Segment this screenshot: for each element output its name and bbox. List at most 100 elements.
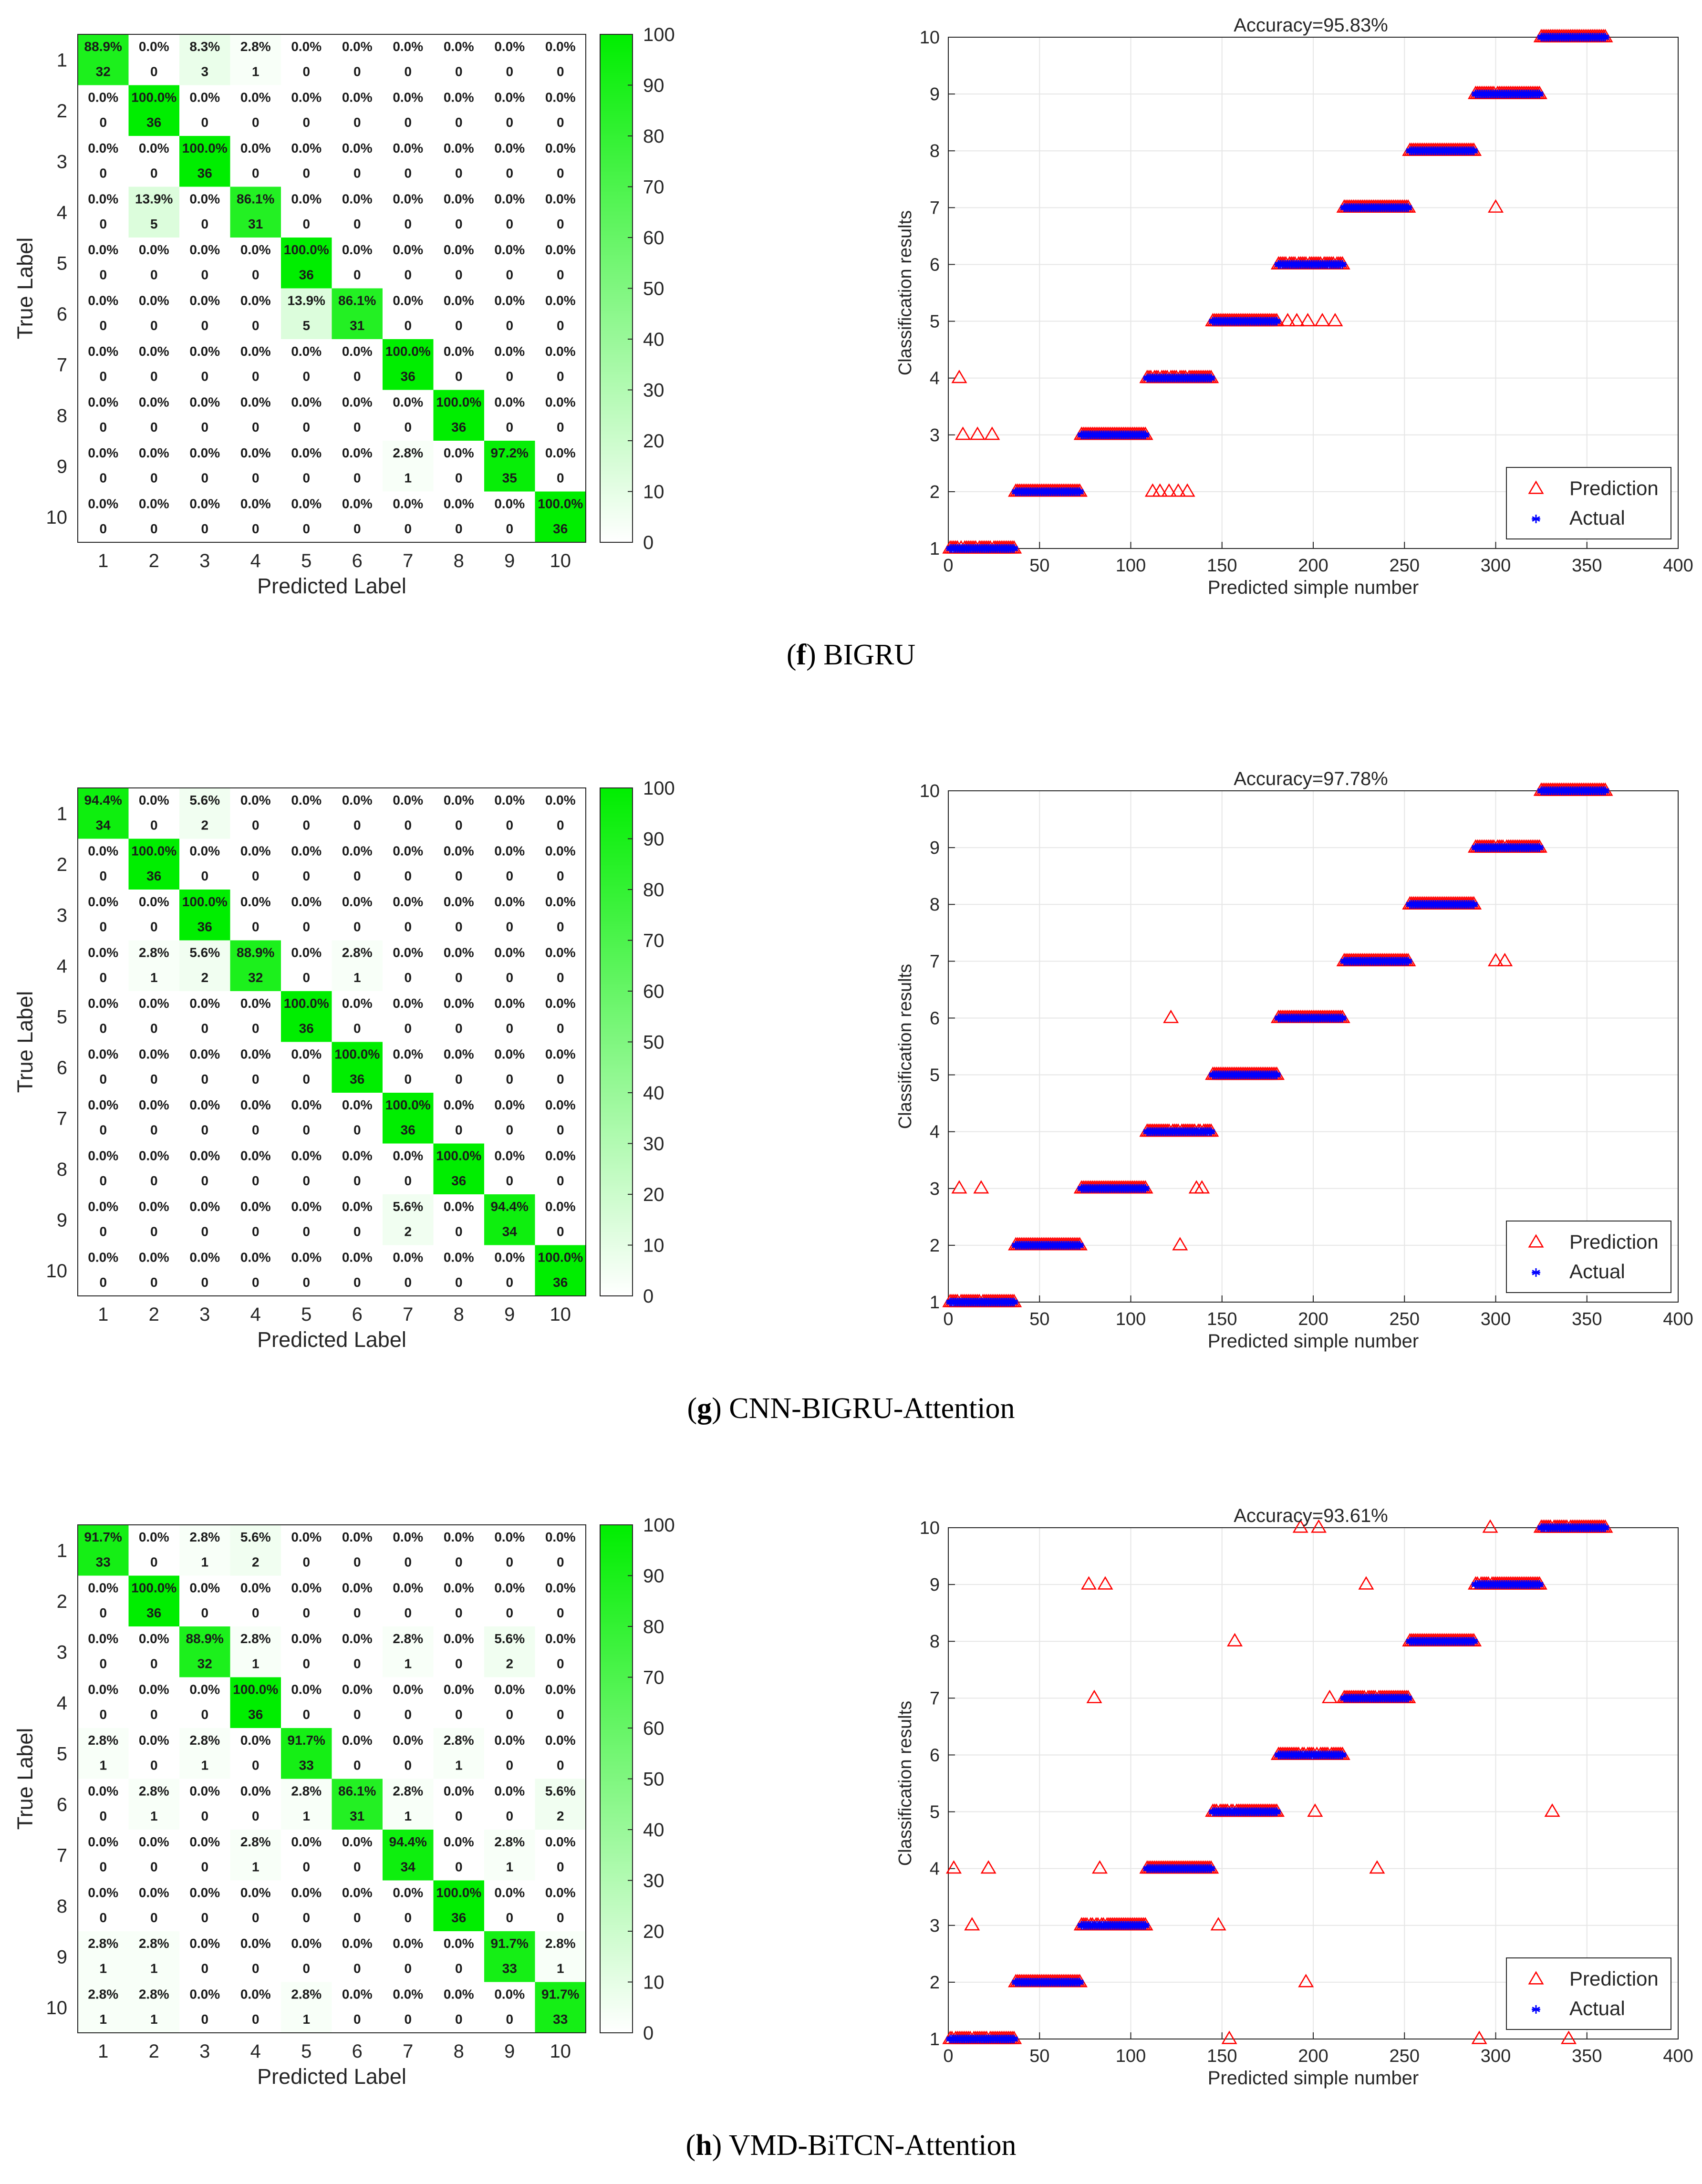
legend-prediction-label: Prediction (1569, 1231, 1659, 1253)
cm-cell-count: 1 (99, 1961, 107, 1976)
cm-cell-count: 36 (248, 1707, 263, 1722)
cm-cell-percent: 0.0% (240, 996, 271, 1011)
colorbar-tick-label: 60 (643, 1718, 664, 1739)
cm-cell-percent: 0.0% (545, 945, 576, 960)
cm-cell-percent: 0.0% (393, 1581, 423, 1595)
cm-cell-count: 0 (557, 1910, 564, 1925)
prediction-marker (955, 426, 971, 440)
cm-cell (179, 34, 230, 85)
cm-cell (433, 238, 484, 289)
cm-cell-percent: 0.0% (494, 395, 525, 410)
cm-cell-count: 0 (252, 369, 259, 383)
cm-cell-count: 0 (252, 470, 259, 485)
cm-cell-count: 1 (150, 2012, 158, 2027)
cm-cell-percent: 0.0% (189, 1682, 220, 1697)
cm-cell (484, 390, 535, 441)
cm-cell-count: 0 (353, 64, 361, 79)
colorbar-tick-label: 70 (643, 931, 664, 952)
cm-cell-percent: 0.0% (545, 1733, 576, 1748)
cm-cell-count: 0 (252, 1758, 259, 1772)
cm-cell-count: 0 (201, 2012, 208, 2027)
colorbar-tick-label: 40 (643, 1083, 664, 1104)
cm-cell-count: 0 (201, 1224, 208, 1239)
panel-caption: (h) VMD-BiTCN-Attention (686, 2129, 1017, 2162)
confusion-matrix-g: 94.4%340.0%05.6%20.0%00.0%00.0%00.0%00.0… (13, 778, 675, 1352)
cm-cell-percent: 5.6% (393, 1199, 423, 1214)
cm-cell-count: 3 (201, 64, 208, 79)
cm-cell-percent: 2.8% (393, 1631, 423, 1646)
cm-cell-count: 0 (150, 521, 158, 536)
cm-cell (433, 85, 484, 136)
cm-cell-count: 0 (252, 1122, 259, 1137)
x-tick-label: 350 (1572, 1309, 1602, 1329)
cm-cell-count: 0 (302, 1961, 310, 1976)
cm-cell-count: 0 (353, 521, 361, 536)
cm-cell (383, 390, 434, 441)
cm-cell-percent: 0.0% (88, 996, 118, 1011)
cm-cell (332, 339, 383, 390)
prediction-marker (1152, 483, 1168, 497)
cm-cell (230, 339, 281, 390)
cm-cell-count: 33 (553, 2012, 568, 2027)
cm-cell-percent: 0.0% (88, 1097, 118, 1112)
cm-cell-count: 0 (150, 420, 158, 435)
cm-cell (281, 186, 332, 238)
cm-y-axis-label: True Label (13, 991, 37, 1093)
cm-cell-count: 0 (99, 1021, 107, 1035)
caption-paren: ( (687, 1392, 697, 1425)
cm-cell (128, 288, 179, 339)
cm-cell-percent: 0.0% (444, 39, 474, 54)
cm-cell (484, 136, 535, 187)
cm-cell-percent: 2.8% (88, 1733, 118, 1748)
cm-cell (535, 441, 586, 492)
cm-cell-percent: 0.0% (494, 192, 525, 207)
cm-cell-percent: 0.0% (342, 1530, 373, 1544)
cm-cell (535, 136, 586, 187)
cm-cell-count: 0 (252, 166, 259, 180)
prediction-marker (984, 426, 1000, 440)
prediction-marker (1179, 483, 1195, 497)
cm-cell-count: 36 (146, 869, 161, 883)
cm-cell (281, 390, 332, 441)
cm-cell (78, 186, 129, 238)
cm-cell-count: 0 (455, 1961, 463, 1976)
cm-cell-count: 0 (201, 369, 208, 383)
y-tick-label: 6 (930, 1008, 940, 1028)
caption-paren: ( (686, 2129, 696, 2162)
cm-x-tick-label: 2 (149, 550, 159, 571)
cm-cell-percent: 0.0% (240, 293, 271, 308)
colorbar-tick-label: 30 (643, 380, 664, 401)
cm-cell-count: 0 (99, 1656, 107, 1671)
caption-letter: h (695, 2129, 712, 2162)
cm-cell-count: 1 (557, 1961, 564, 1976)
cm-cell-percent: 0.0% (88, 1784, 118, 1799)
cm-cell-percent: 0.0% (494, 996, 525, 1011)
colorbar-tick-label: 80 (643, 126, 664, 147)
cm-cell (383, 339, 434, 390)
x-tick-label: 250 (1390, 556, 1420, 576)
cm-cell-count: 35 (502, 470, 517, 485)
y-tick-label: 6 (930, 255, 940, 275)
cm-cell-percent: 0.0% (139, 1530, 169, 1544)
cm-cell-percent: 94.4% (491, 1199, 529, 1214)
panel-caption: (f) BIGRU (787, 639, 915, 671)
cm-cell-count: 0 (353, 1707, 361, 1722)
x-tick-label: 200 (1298, 1309, 1328, 1329)
cm-cell-count: 0 (557, 818, 564, 832)
cm-x-tick-label: 7 (403, 550, 413, 571)
cm-cell-percent: 0.0% (240, 844, 271, 859)
cm-cell-percent: 0.0% (189, 844, 220, 859)
y-tick-label: 6 (930, 1745, 940, 1765)
caption-paren: ) (712, 1392, 722, 1425)
cm-cell-percent: 0.0% (342, 39, 373, 54)
cm-y-tick-label: 8 (57, 1896, 67, 1917)
cm-cell-percent: 0.0% (545, 1149, 576, 1163)
x-tick-label: 150 (1207, 2046, 1237, 2066)
cm-cell-count: 34 (96, 818, 111, 832)
cm-cell-percent: 0.0% (88, 242, 118, 257)
cm-cell-count: 1 (455, 1758, 463, 1772)
cm-cell-count: 1 (404, 1656, 412, 1671)
cm-cell-count: 0 (506, 919, 513, 934)
y-tick-label: 9 (930, 1575, 940, 1595)
cm-cell (230, 390, 281, 441)
